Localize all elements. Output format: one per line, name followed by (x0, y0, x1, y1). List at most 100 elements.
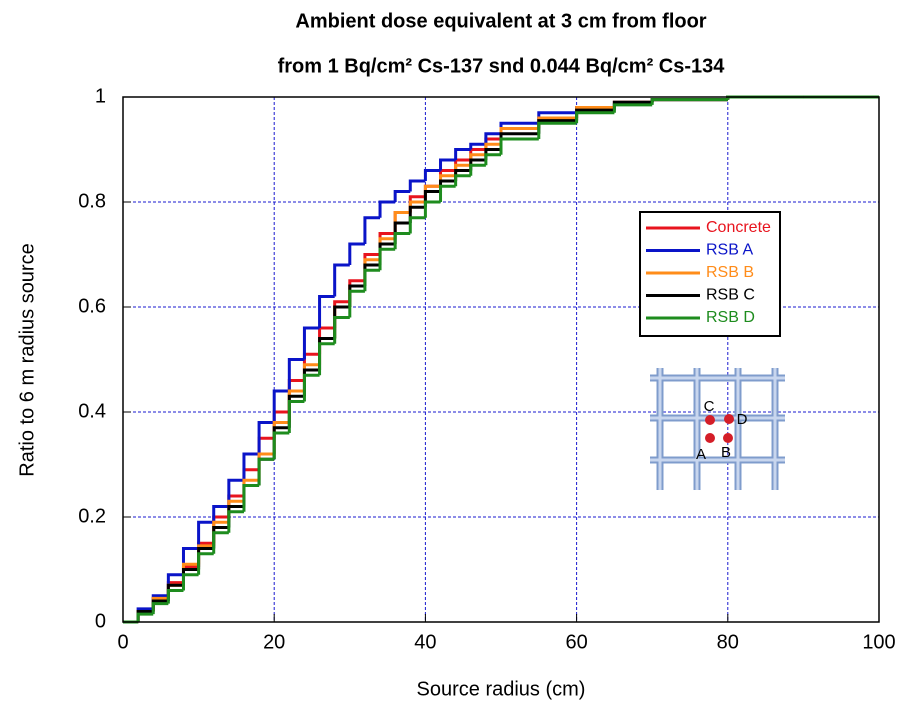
step (454, 148, 471, 160)
x-tick-label: 20 (263, 631, 285, 653)
step (227, 478, 244, 507)
step (181, 573, 199, 591)
inset-label: B (721, 444, 731, 461)
step (212, 505, 229, 523)
step (242, 484, 260, 512)
step (378, 242, 396, 265)
step (272, 431, 290, 460)
step (348, 242, 365, 265)
x-tick-label: 80 (717, 631, 739, 653)
step (242, 468, 260, 496)
step (257, 457, 275, 486)
step (408, 216, 426, 234)
step (197, 552, 214, 575)
step (348, 284, 365, 307)
step (333, 316, 350, 344)
y-tick-label: 0.6 (78, 295, 106, 317)
step (363, 216, 381, 244)
step (318, 342, 335, 376)
inset-label: A (696, 446, 706, 463)
series (123, 95, 879, 624)
legend-label: RSB A (706, 242, 753, 259)
step (166, 589, 184, 604)
series (123, 95, 879, 624)
step (333, 305, 350, 339)
step (242, 452, 260, 481)
chart-title: Ambient dose equivalent at 3 cm from flo… (295, 10, 706, 32)
y-tick-label: 0.8 (78, 190, 106, 212)
step (136, 612, 154, 622)
step (499, 132, 539, 150)
y-tick-label: 0 (95, 610, 106, 632)
step (423, 169, 441, 181)
step (393, 232, 411, 250)
step (227, 505, 244, 528)
series (123, 95, 879, 624)
step (469, 163, 486, 176)
step (378, 200, 396, 218)
y-tick-label: 0.2 (78, 505, 106, 527)
step (439, 169, 456, 187)
inset-diagram: C D A B (650, 368, 785, 490)
series (123, 95, 879, 624)
step (287, 358, 305, 391)
step (197, 520, 214, 549)
step (242, 478, 260, 502)
step (454, 174, 471, 187)
legend-label: RSB B (706, 264, 754, 281)
step (197, 547, 214, 570)
step (363, 268, 381, 292)
step (537, 121, 577, 139)
step (318, 326, 335, 355)
step (378, 247, 396, 271)
y-tick-label: 0.4 (78, 400, 106, 422)
step (166, 583, 184, 601)
step (439, 184, 456, 202)
step (333, 263, 350, 297)
step (650, 98, 728, 105)
step (499, 137, 539, 155)
step (484, 132, 501, 145)
x-axis-label: Source radius (cm) (417, 678, 586, 700)
legend-label: RSB D (706, 309, 755, 326)
step (439, 158, 456, 171)
step (393, 190, 411, 202)
step (212, 531, 229, 554)
step (348, 289, 365, 318)
step (363, 263, 381, 286)
step (408, 179, 426, 192)
series (123, 95, 879, 624)
step (499, 127, 539, 145)
step (575, 111, 615, 124)
plot-frame (122, 96, 880, 623)
inset-label: D (737, 411, 748, 428)
inset-label: C (704, 398, 715, 415)
step (227, 510, 244, 533)
x-tick-label: 40 (414, 631, 436, 653)
step (212, 526, 229, 549)
x-tick-label: 60 (565, 631, 587, 653)
x-tick-label: 100 (862, 631, 895, 653)
step (423, 184, 441, 202)
legend-label: RSB C (706, 287, 755, 304)
step (302, 326, 320, 360)
step (257, 421, 275, 454)
x-tick-label: 0 (117, 631, 128, 653)
step (408, 205, 426, 223)
step (348, 284, 365, 307)
step (257, 457, 275, 486)
chart-title: from 1 Bq/cm² Cs-137 snd 0.044 Bq/cm² Cs… (278, 55, 726, 77)
y-tick-label: 1 (95, 85, 106, 107)
step (423, 190, 441, 208)
y-axis-label: Ratio to 6 m radius source (16, 243, 38, 476)
plot (122, 95, 880, 624)
legend: Concrete RSB A RSB B RSB C RSB D (639, 211, 781, 337)
legend-label: Concrete (706, 219, 771, 236)
step (408, 195, 426, 213)
step (612, 103, 653, 113)
step (302, 373, 320, 402)
step (181, 568, 199, 586)
step (333, 305, 350, 339)
step (423, 200, 441, 218)
step (484, 153, 501, 166)
